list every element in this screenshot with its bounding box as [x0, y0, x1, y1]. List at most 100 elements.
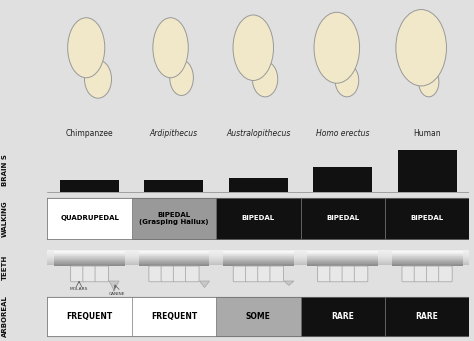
Bar: [47, 258, 469, 259]
Bar: [138, 252, 210, 253]
Bar: [47, 260, 469, 261]
Bar: [307, 264, 378, 265]
Text: RARE: RARE: [416, 312, 438, 321]
Bar: [301, 297, 385, 336]
FancyBboxPatch shape: [233, 266, 247, 282]
Bar: [138, 253, 210, 254]
Bar: [307, 263, 378, 264]
Bar: [392, 260, 463, 261]
Bar: [47, 261, 469, 262]
Bar: [54, 251, 125, 252]
Bar: [223, 262, 294, 263]
Bar: [307, 261, 378, 262]
Bar: [54, 261, 125, 262]
Bar: [313, 167, 372, 192]
Text: BIPEDAL: BIPEDAL: [326, 215, 359, 221]
Bar: [138, 254, 210, 255]
FancyBboxPatch shape: [95, 266, 109, 282]
Bar: [54, 265, 125, 266]
Bar: [47, 264, 469, 265]
Bar: [307, 253, 378, 254]
Bar: [47, 253, 469, 254]
FancyBboxPatch shape: [342, 266, 356, 282]
Bar: [60, 180, 119, 192]
Bar: [138, 261, 210, 262]
Bar: [307, 262, 378, 263]
Bar: [138, 251, 210, 252]
Bar: [392, 251, 463, 252]
Bar: [54, 262, 125, 263]
Bar: [392, 263, 463, 264]
Text: MOLARS: MOLARS: [70, 287, 88, 291]
Bar: [138, 259, 210, 260]
Bar: [54, 252, 125, 253]
Ellipse shape: [396, 10, 447, 86]
Bar: [54, 259, 125, 260]
Bar: [223, 251, 294, 252]
FancyBboxPatch shape: [427, 266, 440, 282]
Bar: [47, 256, 469, 257]
Text: QUADRUPEDAL: QUADRUPEDAL: [60, 215, 119, 221]
Bar: [307, 256, 378, 257]
Bar: [392, 261, 463, 262]
Bar: [54, 264, 125, 265]
Text: FREQUENT: FREQUENT: [151, 312, 197, 321]
Ellipse shape: [253, 61, 278, 97]
FancyBboxPatch shape: [330, 266, 343, 282]
Bar: [223, 259, 294, 260]
Bar: [307, 265, 378, 266]
Text: Australopithecus: Australopithecus: [226, 129, 291, 138]
Ellipse shape: [170, 60, 193, 95]
Bar: [47, 255, 469, 256]
Text: BIPEDAL: BIPEDAL: [410, 215, 444, 221]
Bar: [47, 297, 132, 336]
Bar: [385, 198, 469, 239]
Bar: [54, 263, 125, 264]
Ellipse shape: [335, 64, 359, 97]
Bar: [223, 265, 294, 266]
Bar: [307, 259, 378, 260]
FancyBboxPatch shape: [438, 266, 452, 282]
Bar: [392, 252, 463, 253]
Bar: [307, 260, 378, 261]
FancyBboxPatch shape: [354, 266, 368, 282]
Bar: [307, 251, 378, 252]
FancyBboxPatch shape: [185, 266, 199, 282]
Bar: [47, 263, 469, 264]
Bar: [54, 256, 125, 257]
Bar: [392, 254, 463, 255]
Bar: [47, 257, 469, 258]
Text: RARE: RARE: [331, 312, 354, 321]
Bar: [138, 257, 210, 258]
Bar: [223, 258, 294, 259]
Bar: [307, 258, 378, 259]
Ellipse shape: [314, 12, 360, 83]
Bar: [301, 198, 385, 239]
Ellipse shape: [419, 67, 439, 97]
FancyBboxPatch shape: [402, 266, 416, 282]
Bar: [392, 256, 463, 257]
Bar: [216, 198, 301, 239]
Bar: [307, 257, 378, 258]
Bar: [223, 253, 294, 254]
FancyBboxPatch shape: [71, 266, 84, 282]
Text: ARBOREAL: ARBOREAL: [2, 296, 8, 337]
FancyBboxPatch shape: [173, 266, 187, 282]
Polygon shape: [200, 281, 210, 287]
Bar: [223, 252, 294, 253]
Bar: [392, 253, 463, 254]
Bar: [307, 254, 378, 255]
Bar: [138, 263, 210, 264]
Bar: [47, 198, 132, 239]
Bar: [223, 260, 294, 261]
Text: BRAIN S: BRAIN S: [2, 154, 8, 186]
Text: BIPEDAL
(Grasping Hallux): BIPEDAL (Grasping Hallux): [139, 212, 209, 225]
FancyBboxPatch shape: [246, 266, 259, 282]
Text: TEETH: TEETH: [2, 255, 8, 280]
Bar: [392, 262, 463, 263]
Bar: [307, 255, 378, 256]
Bar: [307, 252, 378, 253]
Text: CANINE: CANINE: [109, 292, 125, 296]
Bar: [216, 297, 301, 336]
Bar: [47, 262, 469, 263]
